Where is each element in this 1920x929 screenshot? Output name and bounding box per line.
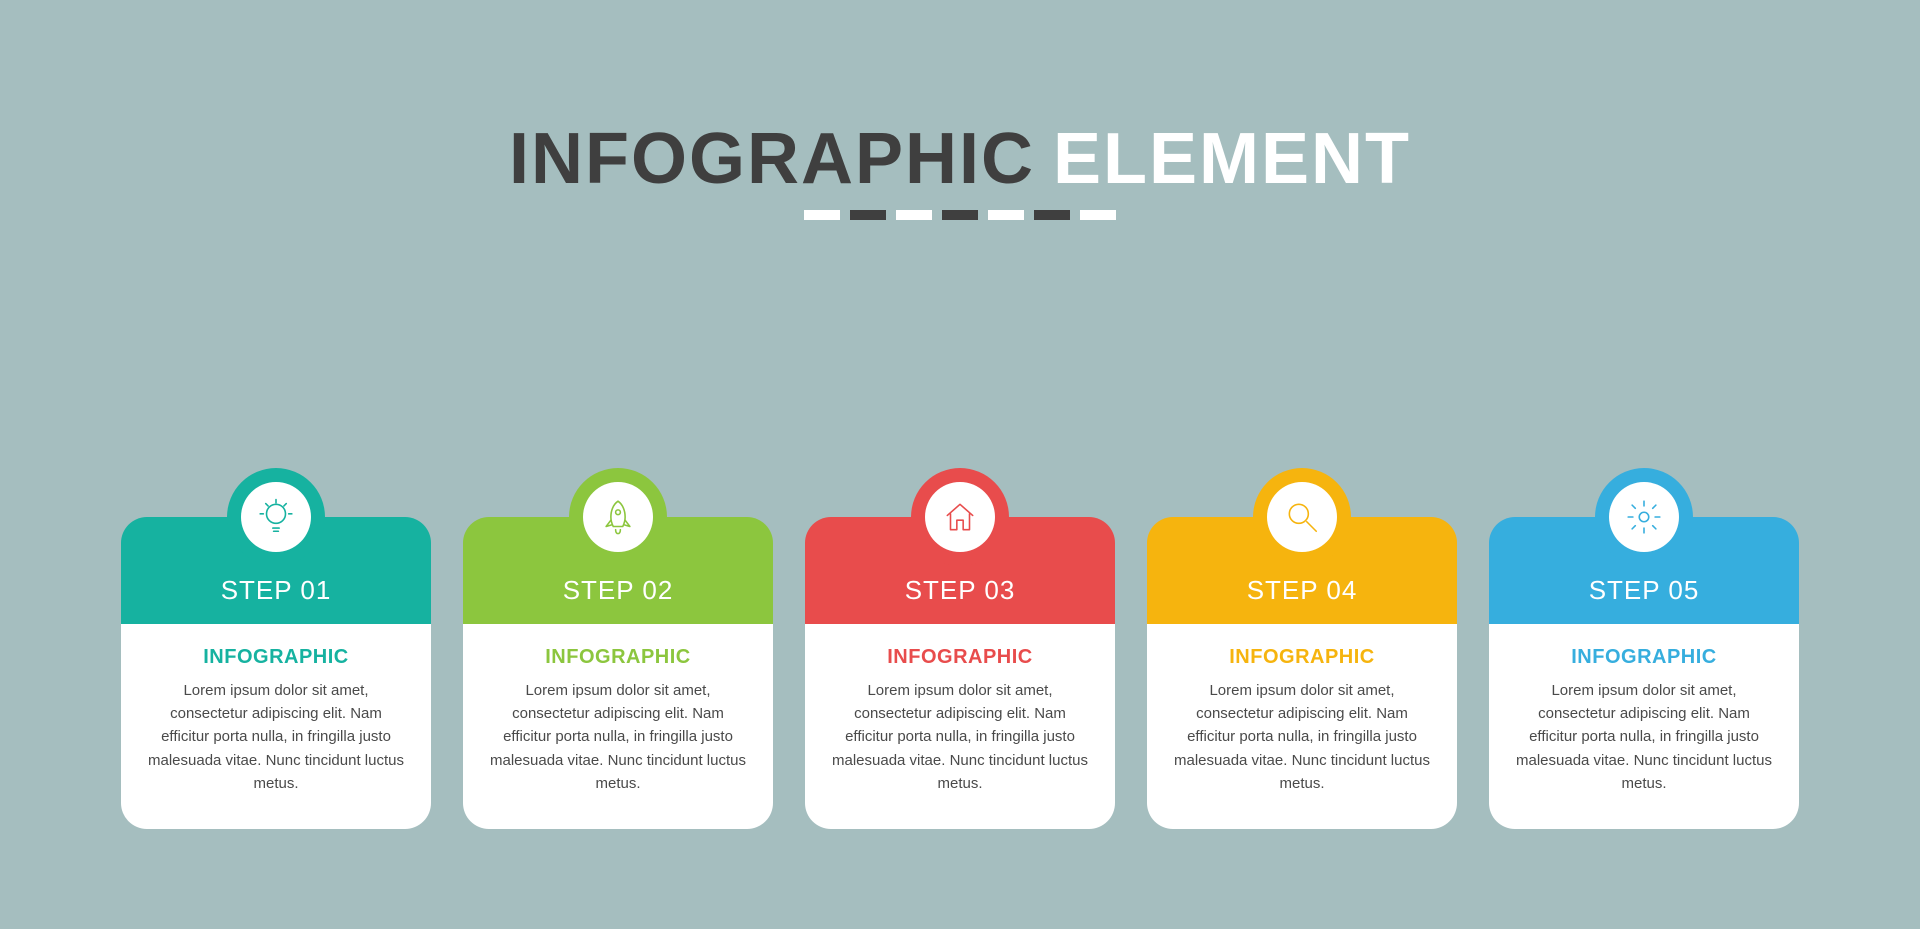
title-block: INFOGRAPHICELEMENT [509, 118, 1411, 220]
title-dash [1080, 210, 1116, 220]
step-description: Lorem ipsum dolor sit amet, consectetur … [1515, 679, 1773, 795]
step-description: Lorem ipsum dolor sit amet, consectetur … [489, 679, 747, 795]
step-body: INFOGRAPHIC Lorem ipsum dolor sit amet, c… [463, 624, 773, 829]
step-subheading: INFOGRAPHIC [1515, 646, 1773, 669]
page-title: INFOGRAPHICELEMENT [509, 118, 1411, 200]
step-card: STEP 04INFOGRAPHICLorem ipsum dolor sit … [1147, 468, 1457, 829]
title-dash [896, 210, 932, 220]
home-icon [925, 482, 995, 552]
step-badge [569, 468, 667, 566]
step-description: Lorem ipsum dolor sit amet, consectetur … [831, 679, 1089, 795]
step-description: Lorem ipsum dolor sit amet, consectetur … [147, 679, 405, 795]
step-badge [1253, 468, 1351, 566]
infographic-page: INFOGRAPHICELEMENT STEP 01INFOGRAPHICLor… [0, 0, 1920, 929]
step-badge [911, 468, 1009, 566]
step-badge [1595, 468, 1693, 566]
step-subheading: INFOGRAPHIC [831, 646, 1089, 669]
step-badge [227, 468, 325, 566]
step-body: INFOGRAPHIC Lorem ipsum dolor sit amet, c… [1489, 624, 1799, 829]
step-subheading: INFOGRAPHIC [489, 646, 747, 669]
step-card: STEP 05INFOGRAPHICLorem ipsum dolor sit … [1489, 468, 1799, 829]
step-subheading: INFOGRAPHIC [1173, 646, 1431, 669]
step-card: STEP 02INFOGRAPHICLorem ipsum dolor sit … [463, 468, 773, 829]
step-description: Lorem ipsum dolor sit amet, consectetur … [1173, 679, 1431, 795]
title-dash-row [509, 210, 1411, 220]
lightbulb-icon [241, 482, 311, 552]
step-card: STEP 01INFOGRAPHICLorem ipsum dolor sit … [121, 468, 431, 829]
step-subheading: INFOGRAPHIC [147, 646, 405, 669]
step-body: INFOGRAPHIC Lorem ipsum dolor sit amet, c… [121, 624, 431, 829]
search-icon [1267, 482, 1337, 552]
gear-icon [1609, 482, 1679, 552]
step-body: INFOGRAPHIC Lorem ipsum dolor sit amet, c… [805, 624, 1115, 829]
title-dash [988, 210, 1024, 220]
title-dash [942, 210, 978, 220]
step-body: INFOGRAPHIC Lorem ipsum dolor sit amet, c… [1147, 624, 1457, 829]
title-word-2: ELEMENT [1053, 119, 1411, 199]
steps-row: STEP 01INFOGRAPHICLorem ipsum dolor sit … [0, 468, 1920, 829]
title-dash [850, 210, 886, 220]
title-word-1: INFOGRAPHIC [509, 119, 1035, 199]
rocket-icon [583, 482, 653, 552]
step-card: STEP 03INFOGRAPHICLorem ipsum dolor sit … [805, 468, 1115, 829]
title-dash [804, 210, 840, 220]
title-dash [1034, 210, 1070, 220]
